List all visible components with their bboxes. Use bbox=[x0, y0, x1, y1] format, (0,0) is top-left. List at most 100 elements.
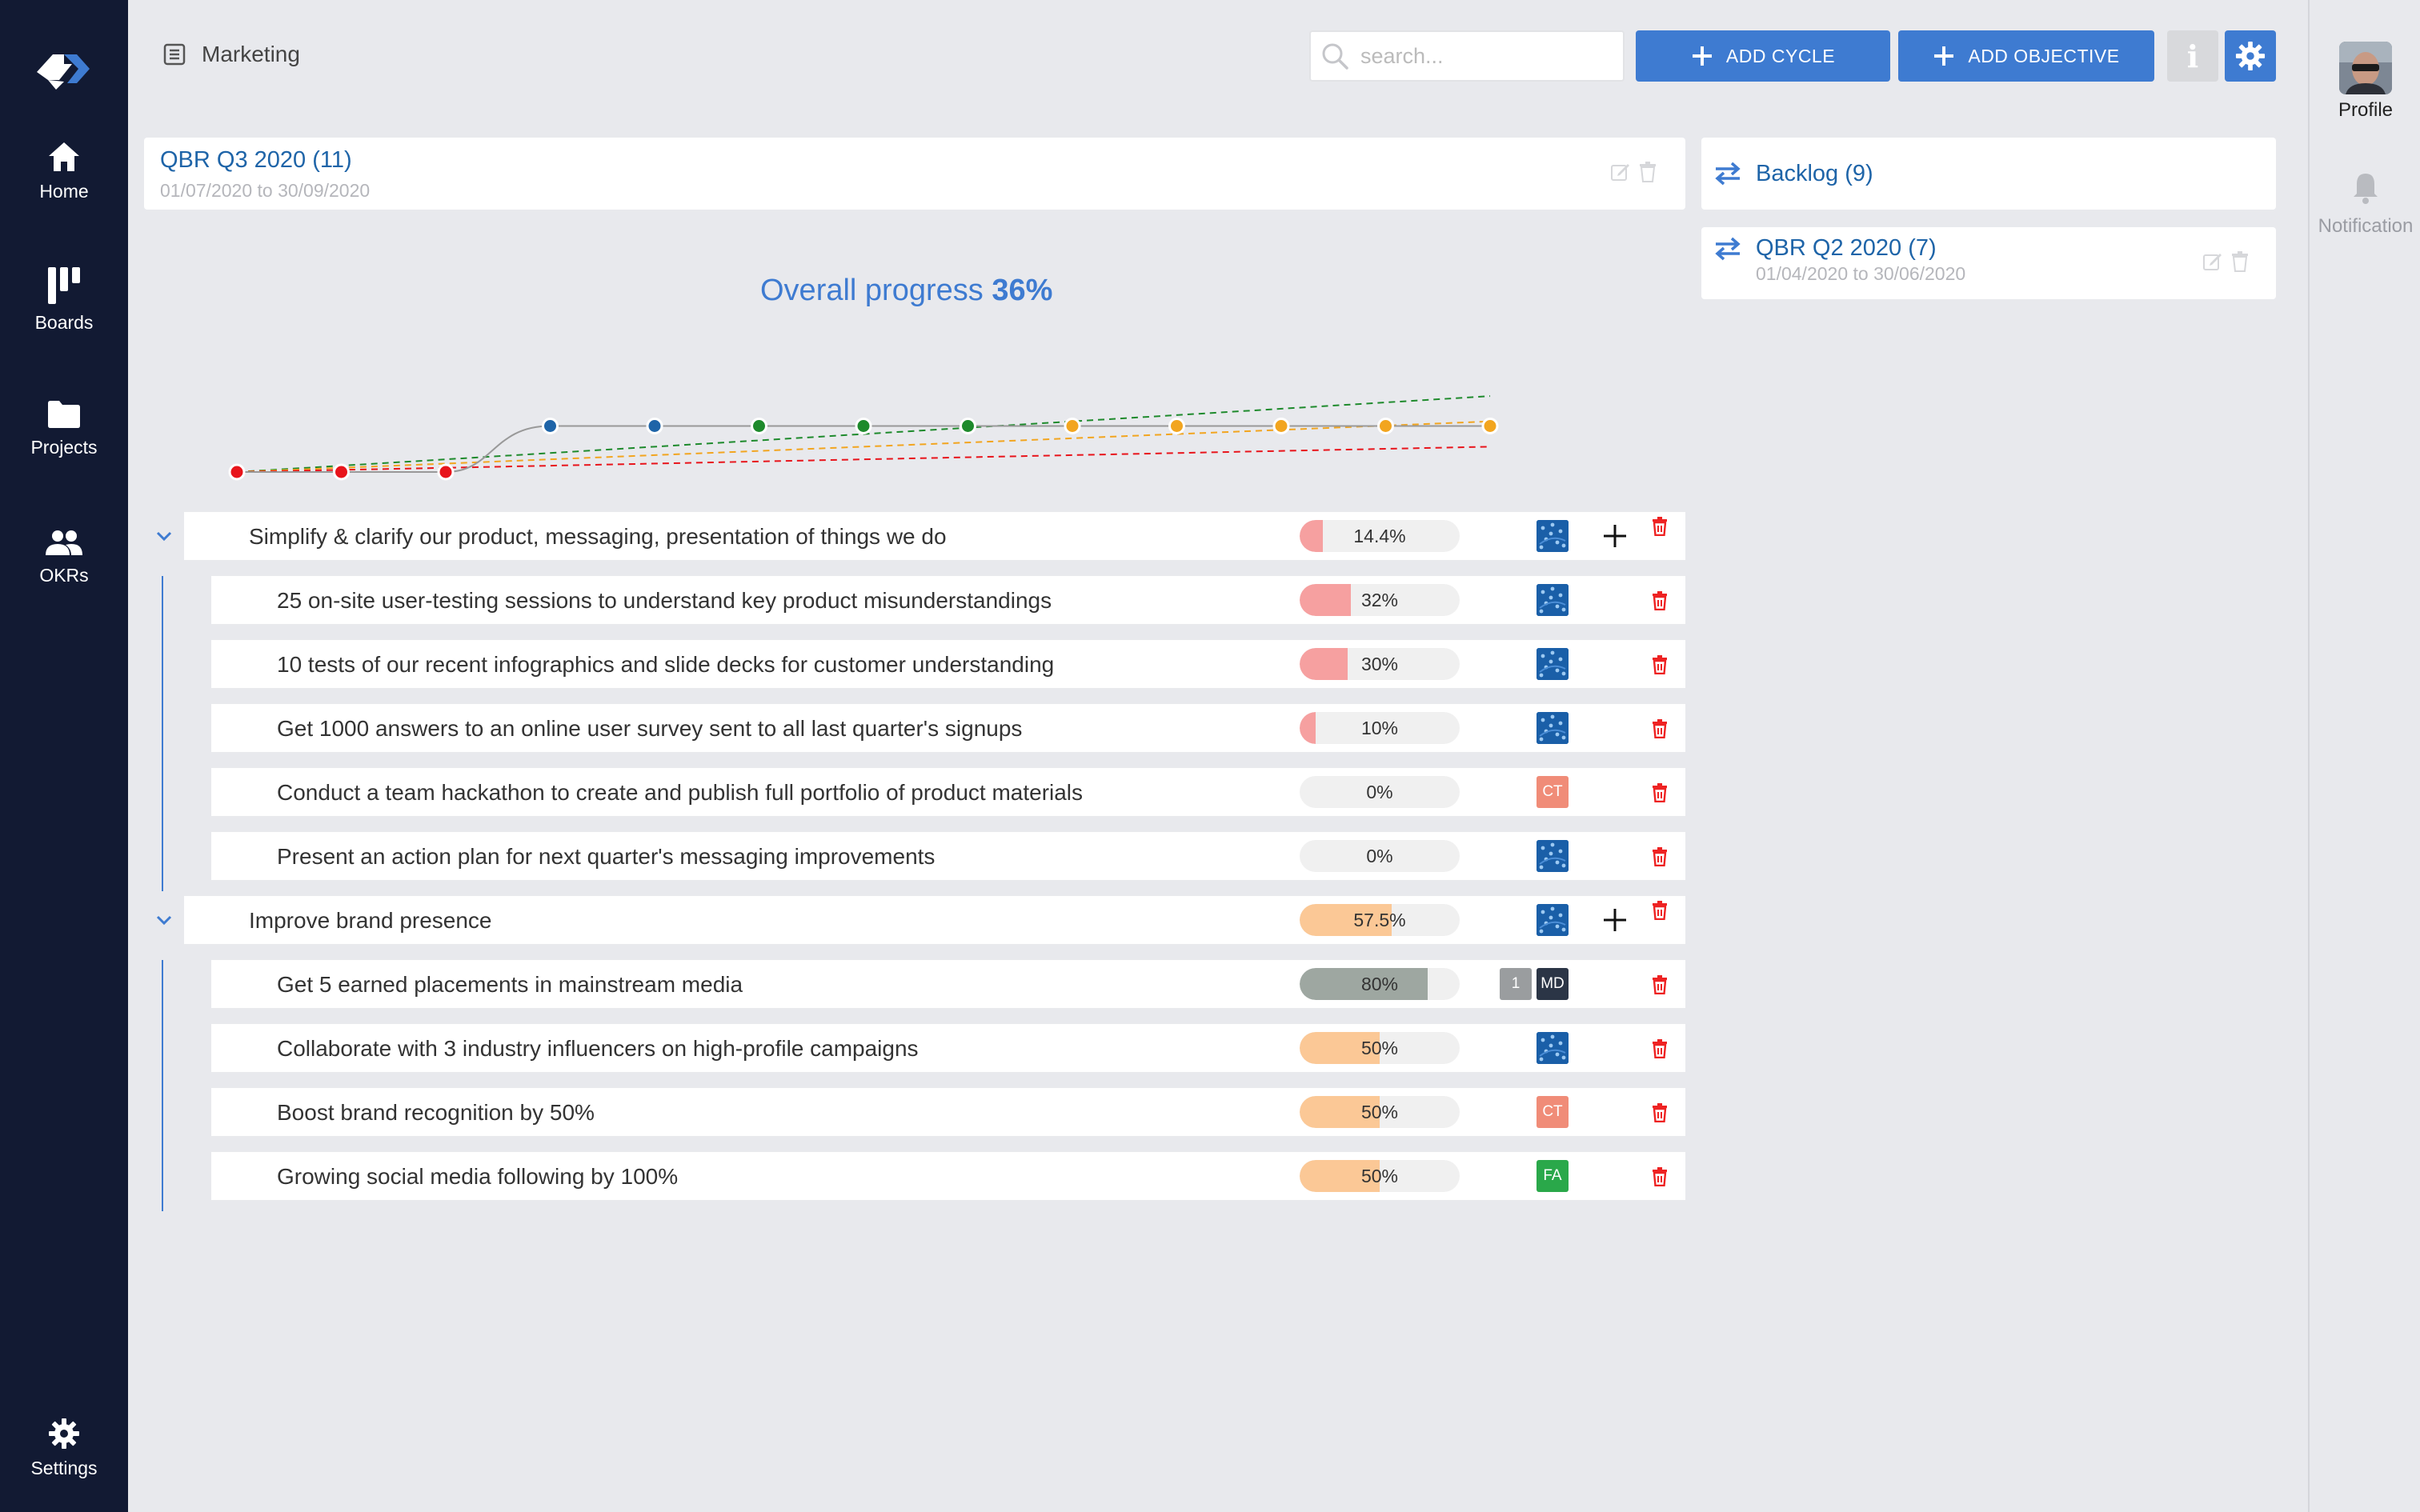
owner-avatar[interactable] bbox=[1537, 712, 1569, 744]
chart-point[interactable] bbox=[1064, 418, 1081, 434]
chart-point[interactable] bbox=[542, 418, 559, 434]
notification-button[interactable]: Notification bbox=[2310, 171, 2420, 238]
add-objective-button[interactable]: ADD OBJECTIVE bbox=[1898, 30, 2154, 82]
delete-icon[interactable] bbox=[1652, 1103, 1668, 1122]
delete-icon[interactable] bbox=[1652, 719, 1668, 738]
key-result-row[interactable]: 10 tests of our recent infographics and … bbox=[211, 640, 1685, 688]
progress-bar: 57.5% bbox=[1300, 904, 1460, 936]
chart-point[interactable] bbox=[646, 418, 663, 434]
nav-home[interactable]: Home bbox=[0, 141, 128, 202]
delete-icon[interactable] bbox=[1652, 1167, 1668, 1186]
key-result-row[interactable]: 25 on-site user-testing sessions to unde… bbox=[211, 576, 1685, 624]
progress-value: 57.5% bbox=[1353, 910, 1406, 930]
nav-projects-label: Projects bbox=[30, 437, 98, 458]
progress-fill bbox=[1300, 1096, 1380, 1128]
owner-initials[interactable]: CT bbox=[1537, 776, 1569, 808]
progress-line bbox=[237, 425, 1490, 473]
nav-okrs[interactable]: OKRs bbox=[0, 530, 128, 586]
key-result-row[interactable]: Boost brand recognition by 50% bbox=[211, 1088, 1685, 1136]
chart-point[interactable] bbox=[1377, 418, 1394, 434]
key-result-title: Boost brand recognition by 50% bbox=[277, 1100, 595, 1125]
overall-progress-label: Overall progress bbox=[760, 274, 984, 307]
key-result-row[interactable]: Present an action plan for next quarter'… bbox=[211, 832, 1685, 880]
collapse-chevron-icon[interactable] bbox=[155, 914, 173, 926]
swap-icon bbox=[1715, 237, 1741, 260]
delete-icon[interactable] bbox=[1652, 975, 1668, 994]
list-icon bbox=[163, 43, 186, 66]
owner-avatar[interactable] bbox=[1537, 648, 1569, 680]
key-result-title: Get 1000 answers to an online user surve… bbox=[277, 716, 1023, 741]
progress-fill bbox=[1300, 1032, 1380, 1064]
cycle-card-backlog[interactable]: Backlog (9) bbox=[1701, 138, 2276, 210]
progress-fill bbox=[1300, 1160, 1380, 1192]
chart-point[interactable] bbox=[437, 463, 455, 481]
owner-initials[interactable]: FA bbox=[1537, 1160, 1569, 1192]
add-cycle-label: ADD CYCLE bbox=[1725, 45, 1836, 66]
delete-icon[interactable] bbox=[1652, 901, 1668, 920]
add-objective-label: ADD OBJECTIVE bbox=[1968, 45, 2120, 66]
chart-point[interactable] bbox=[751, 418, 767, 434]
key-result-row[interactable]: Get 1000 answers to an online user surve… bbox=[211, 704, 1685, 752]
profile-label: Profile bbox=[2338, 99, 2394, 121]
progress-bar: 30% bbox=[1300, 648, 1460, 680]
progress-bar: 32% bbox=[1300, 584, 1460, 616]
q2-cycle-title[interactable]: QBR Q2 2020 (7) bbox=[1756, 235, 1937, 261]
owner-avatar[interactable] bbox=[1537, 1032, 1569, 1064]
progress-value: 30% bbox=[1360, 654, 1399, 674]
current-cycle-card: QBR Q3 2020 (11) 01/07/2020 to 30/09/202… bbox=[144, 138, 1685, 210]
key-result-row[interactable]: Growing social media following by 100% bbox=[211, 1152, 1685, 1200]
key-result-row[interactable]: Collaborate with 3 industry influencers … bbox=[211, 1024, 1685, 1072]
plus-icon bbox=[1934, 46, 1954, 66]
chart-point[interactable] bbox=[1481, 418, 1499, 434]
trash-icon[interactable] bbox=[1639, 162, 1657, 182]
add-key-result-icon[interactable] bbox=[1604, 525, 1626, 547]
search-input[interactable] bbox=[1360, 43, 1601, 69]
key-result-row[interactable]: Conduct a team hackathon to create and p… bbox=[211, 768, 1685, 816]
delete-icon[interactable] bbox=[1652, 783, 1668, 802]
nav-boards[interactable]: Boards bbox=[0, 267, 128, 334]
chart-point[interactable] bbox=[1168, 418, 1185, 434]
chart-point[interactable] bbox=[333, 463, 350, 481]
chart-point[interactable] bbox=[960, 418, 976, 434]
objective-row[interactable]: Improve brand presence bbox=[184, 896, 1685, 944]
nav-projects[interactable]: Projects bbox=[0, 400, 128, 458]
profile-button[interactable]: Profile bbox=[2310, 42, 2420, 122]
home-icon bbox=[49, 142, 79, 171]
delete-icon[interactable] bbox=[1652, 1039, 1668, 1058]
trash-icon[interactable] bbox=[2231, 251, 2249, 272]
owner-avatar[interactable] bbox=[1537, 840, 1569, 872]
owner-initials[interactable]: MD bbox=[1537, 968, 1569, 1000]
owner-avatar[interactable] bbox=[1537, 520, 1569, 552]
cycle-card-q2[interactable]: QBR Q2 2020 (7) 01/04/2020 to 30/06/2020 bbox=[1701, 227, 2276, 299]
nav-settings-label: Settings bbox=[30, 1458, 98, 1478]
key-result-row[interactable]: Get 5 earned placements in mainstream me… bbox=[211, 960, 1685, 1008]
search-box[interactable] bbox=[1309, 30, 1625, 82]
info-button[interactable]: i bbox=[2167, 30, 2218, 82]
progress-bar: 50% bbox=[1300, 1032, 1460, 1064]
delete-icon[interactable] bbox=[1652, 847, 1668, 866]
add-cycle-button[interactable]: ADD CYCLE bbox=[1636, 30, 1890, 82]
edit-icon[interactable] bbox=[2202, 251, 2223, 272]
delete-icon[interactable] bbox=[1652, 655, 1668, 674]
add-key-result-icon[interactable] bbox=[1604, 909, 1626, 931]
delete-icon[interactable] bbox=[1652, 517, 1668, 536]
chart-point[interactable] bbox=[228, 463, 246, 481]
owner-avatar[interactable] bbox=[1537, 584, 1569, 616]
progress-fill bbox=[1300, 648, 1348, 680]
nav-settings[interactable]: Settings bbox=[0, 1418, 128, 1479]
edit-icon[interactable] bbox=[1610, 162, 1631, 182]
app-logo[interactable] bbox=[32, 40, 94, 96]
objective-row[interactable]: Simplify & clarify our product, messagin… bbox=[184, 512, 1685, 560]
chart-point[interactable] bbox=[1272, 418, 1290, 434]
owner-avatar[interactable] bbox=[1537, 904, 1569, 936]
chart-point[interactable] bbox=[855, 418, 872, 434]
key-result-title: Present an action plan for next quarter'… bbox=[277, 844, 936, 869]
delete-icon[interactable] bbox=[1652, 591, 1668, 610]
owner-initials[interactable]: CT bbox=[1537, 1096, 1569, 1128]
current-cycle-dates: 01/07/2020 to 30/09/2020 bbox=[160, 180, 371, 201]
backlog-title[interactable]: Backlog (9) bbox=[1756, 160, 1873, 186]
current-cycle-title[interactable]: QBR Q3 2020 (11) bbox=[160, 147, 352, 173]
collapse-chevron-icon[interactable] bbox=[155, 530, 173, 542]
settings-button[interactable] bbox=[2225, 30, 2276, 82]
progress-value: 50% bbox=[1360, 1102, 1399, 1122]
